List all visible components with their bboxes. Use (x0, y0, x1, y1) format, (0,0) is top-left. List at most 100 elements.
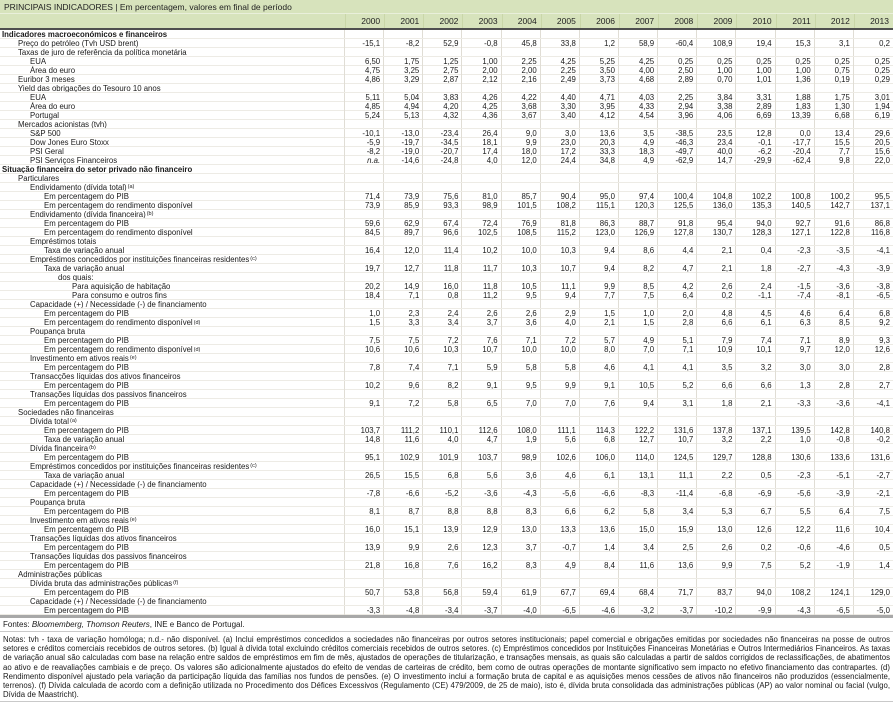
row-label: Endividamento (dívida financeira) (b) (0, 210, 345, 218)
row-label: Sociedades não financeiras (0, 408, 345, 416)
value-cell (384, 237, 424, 245)
value-cell: 137,1 (736, 426, 776, 435)
value-cell: 2,7 (879, 381, 890, 390)
value-cell: 2,4 (423, 309, 463, 318)
row-label: Em percentagem do PIB (0, 399, 345, 408)
table-row: PSI Geral -8,2 -19,0 -20,7 17,4 18,0 17,2 33,3 1… (0, 147, 893, 156)
value-cell (462, 183, 502, 191)
value-cell: 140,5 (776, 201, 815, 210)
value-cell: -6,5 (541, 606, 580, 615)
value-cell (345, 165, 385, 173)
value-cell: 100,2 (815, 192, 854, 201)
value-cell (541, 30, 580, 38)
value-cell (384, 165, 424, 173)
value-cell: 14,7 (697, 156, 737, 165)
value-cell: 11,8 (462, 282, 502, 291)
value-cell (384, 174, 424, 182)
value-cell (384, 417, 424, 425)
row-label: PSI Serviços Financeiros (0, 156, 345, 165)
table-row: Em percentagem do PIB 8,1 8,7 8,8 8,8 8,3 6,6 6… (0, 507, 893, 516)
value-cell: 0,25 (776, 57, 815, 66)
value-cell: 14,9 (384, 282, 424, 291)
value-cell: -10,2 (697, 606, 737, 615)
value-cell (776, 534, 815, 542)
value-cell (619, 480, 659, 488)
row-label: Transacções líquidas dos ativos financei… (0, 372, 345, 380)
row-label: Taxa de variação anual (0, 471, 345, 480)
value-cell: 16,2 (462, 561, 502, 570)
value-cell: 11,6 (619, 561, 659, 570)
value-cell: 120,3 (619, 201, 659, 210)
value-cell (502, 390, 541, 398)
value-cell: 0,25 (658, 57, 698, 66)
value-cell (580, 327, 619, 335)
value-cell (854, 300, 893, 308)
value-cell (776, 579, 815, 587)
value-cell (345, 255, 385, 263)
value-cell: 12,0 (502, 156, 541, 165)
value-cell (580, 480, 619, 488)
value-cell: 106,0 (580, 453, 619, 462)
value-cell (658, 444, 698, 452)
value-cell: 4,0 (541, 318, 580, 327)
value-cell (462, 534, 502, 542)
value-cell: 12,9 (462, 525, 502, 534)
value-cell (854, 534, 893, 542)
value-cell: 71,7 (658, 588, 698, 597)
value-cell: 4,1 (658, 363, 698, 372)
value-cell (502, 417, 541, 425)
value-cell: 4,2 (658, 282, 698, 291)
value-cell: 0,2 (697, 291, 737, 300)
row-label: Indicadores macroeconómicos e financeiro… (0, 30, 345, 38)
value-cell (384, 48, 424, 56)
value-cell: 2,75 (423, 66, 463, 75)
year-header: 2007 (618, 14, 658, 28)
table-row: Transações líquidas dos passivos finance… (0, 390, 893, 399)
value-cell (697, 579, 737, 587)
value-cell (384, 300, 424, 308)
value-cell (462, 408, 502, 416)
value-cell: 2,25 (502, 57, 541, 66)
value-cell: 4,33 (619, 102, 659, 111)
value-cell: -20,4 (776, 147, 815, 156)
value-cell: 91,6 (815, 219, 854, 228)
year-header: 2008 (658, 14, 697, 28)
value-cell (697, 120, 737, 128)
value-cell: 7,2 (541, 336, 580, 345)
value-cell (619, 516, 659, 524)
value-cell (423, 327, 463, 335)
value-cell (697, 300, 737, 308)
value-cell: 61,9 (502, 588, 541, 597)
value-cell (462, 273, 502, 281)
value-cell (815, 237, 854, 245)
value-cell: 7,1 (384, 291, 424, 300)
value-cell: 8,5 (619, 282, 659, 291)
value-cell: 3,38 (697, 102, 737, 111)
value-cell (854, 30, 893, 38)
value-cell: 16,4 (345, 246, 385, 255)
table-row: Em percentagem do PIB 13,9 9,9 2,6 12,3 3,7 -0… (0, 543, 893, 552)
row-label: Investimento em ativos reais (e) (0, 516, 345, 524)
value-cell: 100,4 (658, 192, 698, 201)
value-cell (345, 579, 385, 587)
value-cell: 6,3 (776, 318, 815, 327)
sources-rest: , INE e Banco de Portugal. (149, 620, 245, 629)
value-cell: 13,6 (580, 525, 619, 534)
value-cell: 1,8 (697, 399, 737, 408)
value-cell: 8,4 (580, 561, 619, 570)
value-cell: 2,1 (736, 399, 776, 408)
value-cell: -8,2 (384, 39, 424, 48)
row-label: EUA (0, 57, 345, 66)
value-cell (619, 300, 659, 308)
value-cell: 111,1 (541, 426, 580, 435)
row-label: Para aquisição de habitação (0, 282, 345, 291)
value-cell: 2,2 (697, 471, 737, 480)
value-cell: 130,7 (697, 228, 737, 237)
value-cell (384, 372, 424, 380)
value-cell: 112,6 (462, 426, 502, 435)
value-cell: 9,0 (502, 129, 541, 138)
value-cell (423, 354, 463, 362)
value-cell: 21,8 (345, 561, 385, 570)
value-cell: 23,5 (697, 129, 737, 138)
table-row: Área do euro 4,85 4,94 4,20 4,25 3,68 3,30 3,95… (0, 102, 893, 111)
